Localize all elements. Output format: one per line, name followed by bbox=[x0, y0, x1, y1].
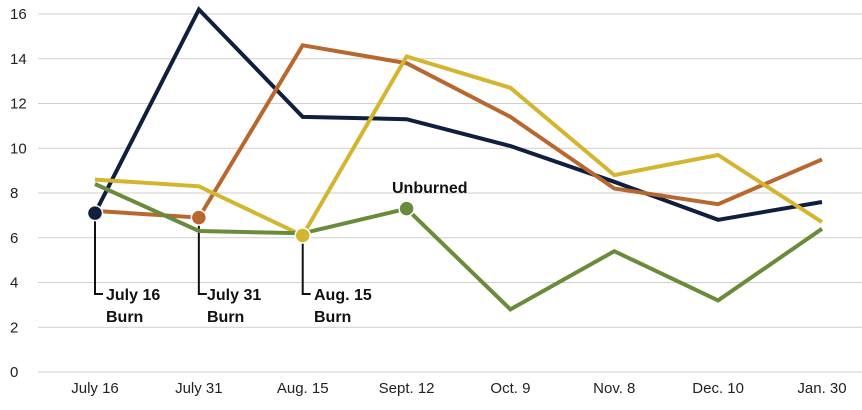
series-lines bbox=[93, 6, 824, 312]
annotations: July 16 Burn July 31 Burn Aug. 15 Burn U… bbox=[106, 180, 468, 326]
grid-lines bbox=[38, 13, 862, 373]
y-tick-label: 14 bbox=[10, 51, 27, 68]
annotation-july31-line2: Burn bbox=[207, 309, 244, 326]
x-tick-label: July 16 bbox=[71, 380, 119, 397]
y-tick-label: 4 bbox=[10, 275, 18, 292]
leader-line-july31 bbox=[197, 217, 207, 295]
y-axis-tick-labels: 0 2 4 6 8 10 12 14 16 bbox=[10, 6, 27, 381]
annotation-leader-lines bbox=[94, 213, 311, 295]
x-tick-label: Nov. 8 bbox=[593, 380, 635, 397]
annotation-aug15-line2: Burn bbox=[314, 309, 351, 326]
series-markers bbox=[86, 200, 415, 244]
series-line-july16 bbox=[93, 6, 823, 222]
x-tick-label: July 31 bbox=[175, 380, 223, 397]
x-tick-label: Sept. 12 bbox=[379, 380, 435, 397]
x-tick-label: Jan. 30 bbox=[797, 380, 846, 397]
x-tick-label: Dec. 10 bbox=[692, 380, 744, 397]
y-tick-label: 16 bbox=[10, 6, 27, 23]
y-tick-label: 6 bbox=[10, 230, 18, 247]
leader-line-july16 bbox=[94, 213, 103, 295]
marker-unburned bbox=[398, 200, 415, 217]
series-line-unburned bbox=[94, 182, 824, 312]
series-line-july31 bbox=[94, 43, 823, 220]
y-tick-label: 10 bbox=[10, 140, 27, 157]
x-axis-tick-labels: July 16 July 31 Aug. 15 Sept. 12 Oct. 9 Nov. … bbox=[71, 380, 846, 397]
annotation-july16-line1: July 16 bbox=[106, 287, 160, 304]
y-tick-label: 12 bbox=[10, 96, 27, 113]
y-tick-label: 8 bbox=[10, 185, 18, 202]
leader-line-aug15 bbox=[301, 235, 311, 295]
marker-july31 bbox=[190, 209, 208, 226]
annotation-unburned: Unburned bbox=[392, 180, 468, 197]
annotation-july31-line1: July 31 bbox=[207, 287, 261, 304]
annotation-aug15-line1: Aug. 15 bbox=[314, 287, 372, 304]
series-line-aug15 bbox=[94, 54, 824, 239]
x-tick-label: Aug. 15 bbox=[277, 380, 329, 397]
y-tick-label: 2 bbox=[10, 319, 18, 336]
marker-aug15 bbox=[294, 227, 311, 244]
y-tick-label: 0 bbox=[10, 364, 18, 381]
annotation-july16-line2: Burn bbox=[106, 309, 143, 326]
x-tick-label: Oct. 9 bbox=[490, 380, 530, 397]
marker-july16 bbox=[86, 204, 104, 222]
